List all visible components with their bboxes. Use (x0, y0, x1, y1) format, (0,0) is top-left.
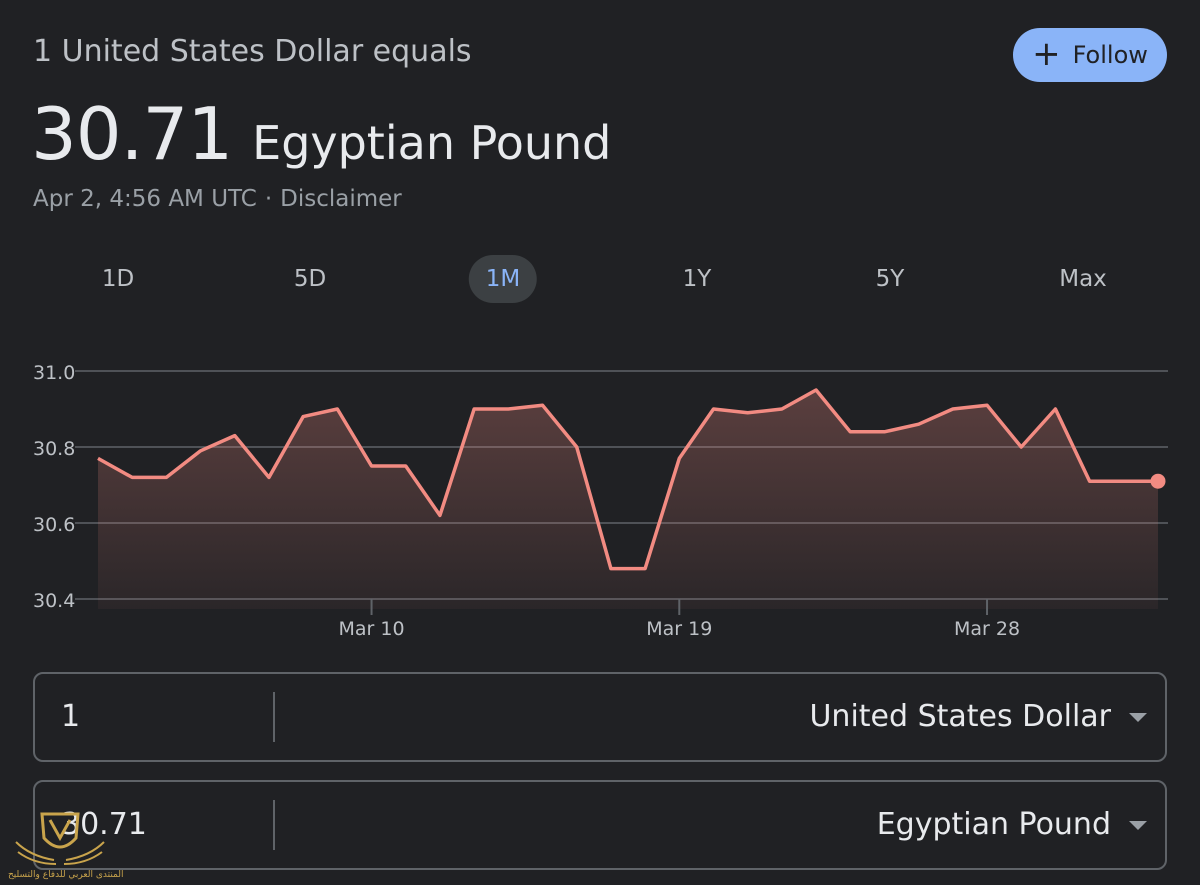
range-tab-5y[interactable]: 5Y (875, 266, 905, 292)
divider (273, 692, 275, 742)
range-tab-1m[interactable]: 1M (468, 255, 538, 303)
timestamp: Apr 2, 4:56 AM UTC (33, 186, 257, 212)
current-point (1150, 473, 1166, 489)
y-tick-label: 31.0 (33, 362, 75, 384)
rate-value: 30.71 (31, 92, 233, 176)
series-area (98, 390, 1158, 609)
to-currency-row: 30.71 Egyptian Pound (33, 780, 1167, 870)
x-tick-label: Mar 10 (339, 618, 405, 640)
range-tab-1y[interactable]: 1Y (682, 266, 712, 292)
follow-label: Follow (1072, 41, 1148, 69)
watermark-text: المنتدى العربي للدفاع والتسليح (8, 870, 124, 880)
separator: · (264, 186, 273, 212)
shield-emblem-icon (15, 812, 105, 865)
range-tabs: 1D 5D 1M 1Y 5Y Max (0, 255, 1200, 303)
dropdown-caret-icon[interactable] (1129, 821, 1147, 830)
exchange-rate: 30.71 Egyptian Pound (31, 92, 611, 176)
y-tick-label: 30.6 (33, 514, 75, 536)
divider (273, 800, 275, 850)
y-tick-label: 30.4 (33, 590, 75, 612)
dropdown-caret-icon[interactable] (1129, 713, 1147, 722)
range-tab-1d[interactable]: 1D (101, 266, 135, 292)
x-tick-label: Mar 19 (646, 618, 712, 640)
disclaimer-link[interactable]: Disclaimer (280, 186, 402, 212)
from-amount-input[interactable]: 1 (61, 699, 81, 734)
range-tab-max[interactable]: Max (1059, 266, 1107, 292)
exchange-rate-chart[interactable]: 31.0 30.8 30.6 30.4 Mar 10 Mar 19 Mar 28 (0, 340, 1200, 650)
range-tab-5d[interactable]: 5D (293, 266, 327, 292)
to-currency-select[interactable]: Egyptian Pound (876, 807, 1111, 842)
headline: 1 United States Dollar equals (33, 34, 472, 69)
y-tick-label: 30.8 (33, 438, 75, 460)
rate-currency: Egyptian Pound (252, 116, 612, 170)
plus-icon: + (1032, 33, 1061, 74)
x-tick-label: Mar 28 (954, 618, 1020, 640)
from-currency-select[interactable]: United States Dollar (809, 699, 1111, 734)
series-line (97, 388, 1158, 571)
follow-button[interactable]: + Follow (1013, 28, 1167, 82)
rate-meta: Apr 2, 4:56 AM UTC · Disclaimer (33, 186, 402, 212)
from-currency-row: 1 United States Dollar (33, 672, 1167, 762)
